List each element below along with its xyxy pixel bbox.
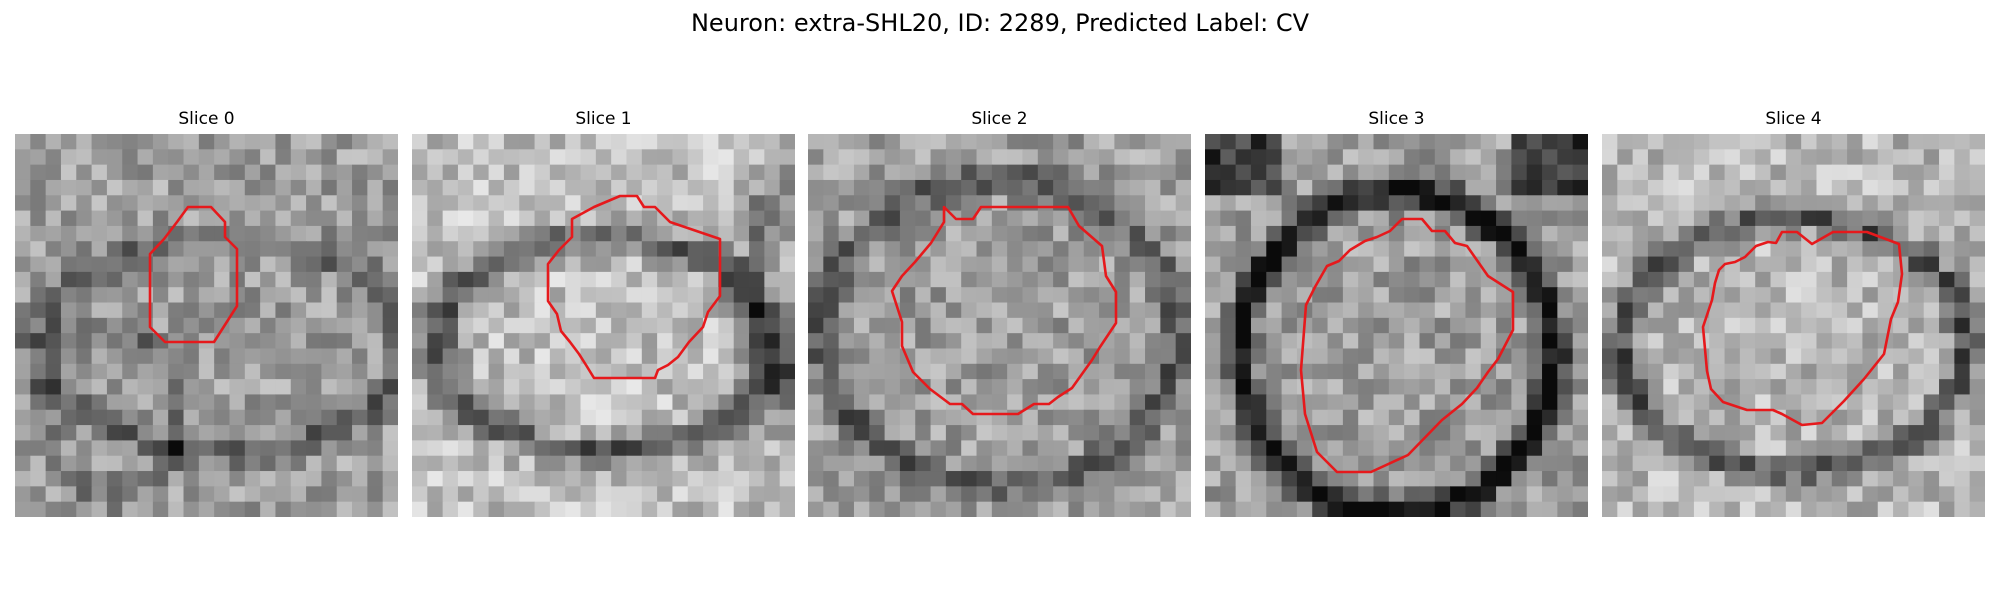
neuron-contour [546, 194, 722, 380]
slice-image [15, 134, 398, 517]
slice-image [808, 134, 1191, 517]
slice-title: Slice 3 [1368, 109, 1425, 129]
neuron-contour [890, 205, 1118, 416]
slice-image [412, 134, 795, 517]
slice-title: Slice 1 [575, 109, 632, 129]
neuron-contour [148, 205, 239, 344]
slice-panel-2: Slice 2 [808, 108, 1191, 517]
slice-panel-3: Slice 3 [1205, 108, 1588, 517]
slice-title: Slice 2 [971, 109, 1028, 129]
slice-image [1205, 134, 1588, 517]
slice-title: Slice 0 [178, 109, 235, 129]
neuron-contour [1299, 217, 1515, 474]
slice-panel-4: Slice 4 [1602, 108, 1985, 517]
slice-panel-0: Slice 0 [15, 108, 398, 517]
neuron-contour [1701, 230, 1904, 427]
figure-title: Neuron: extra-SHL20, ID: 2289, Predicted… [690, 9, 1310, 37]
slice-title: Slice 4 [1765, 109, 1822, 129]
slice-image [1602, 134, 1985, 517]
slice-panel-1: Slice 1 [412, 108, 795, 517]
